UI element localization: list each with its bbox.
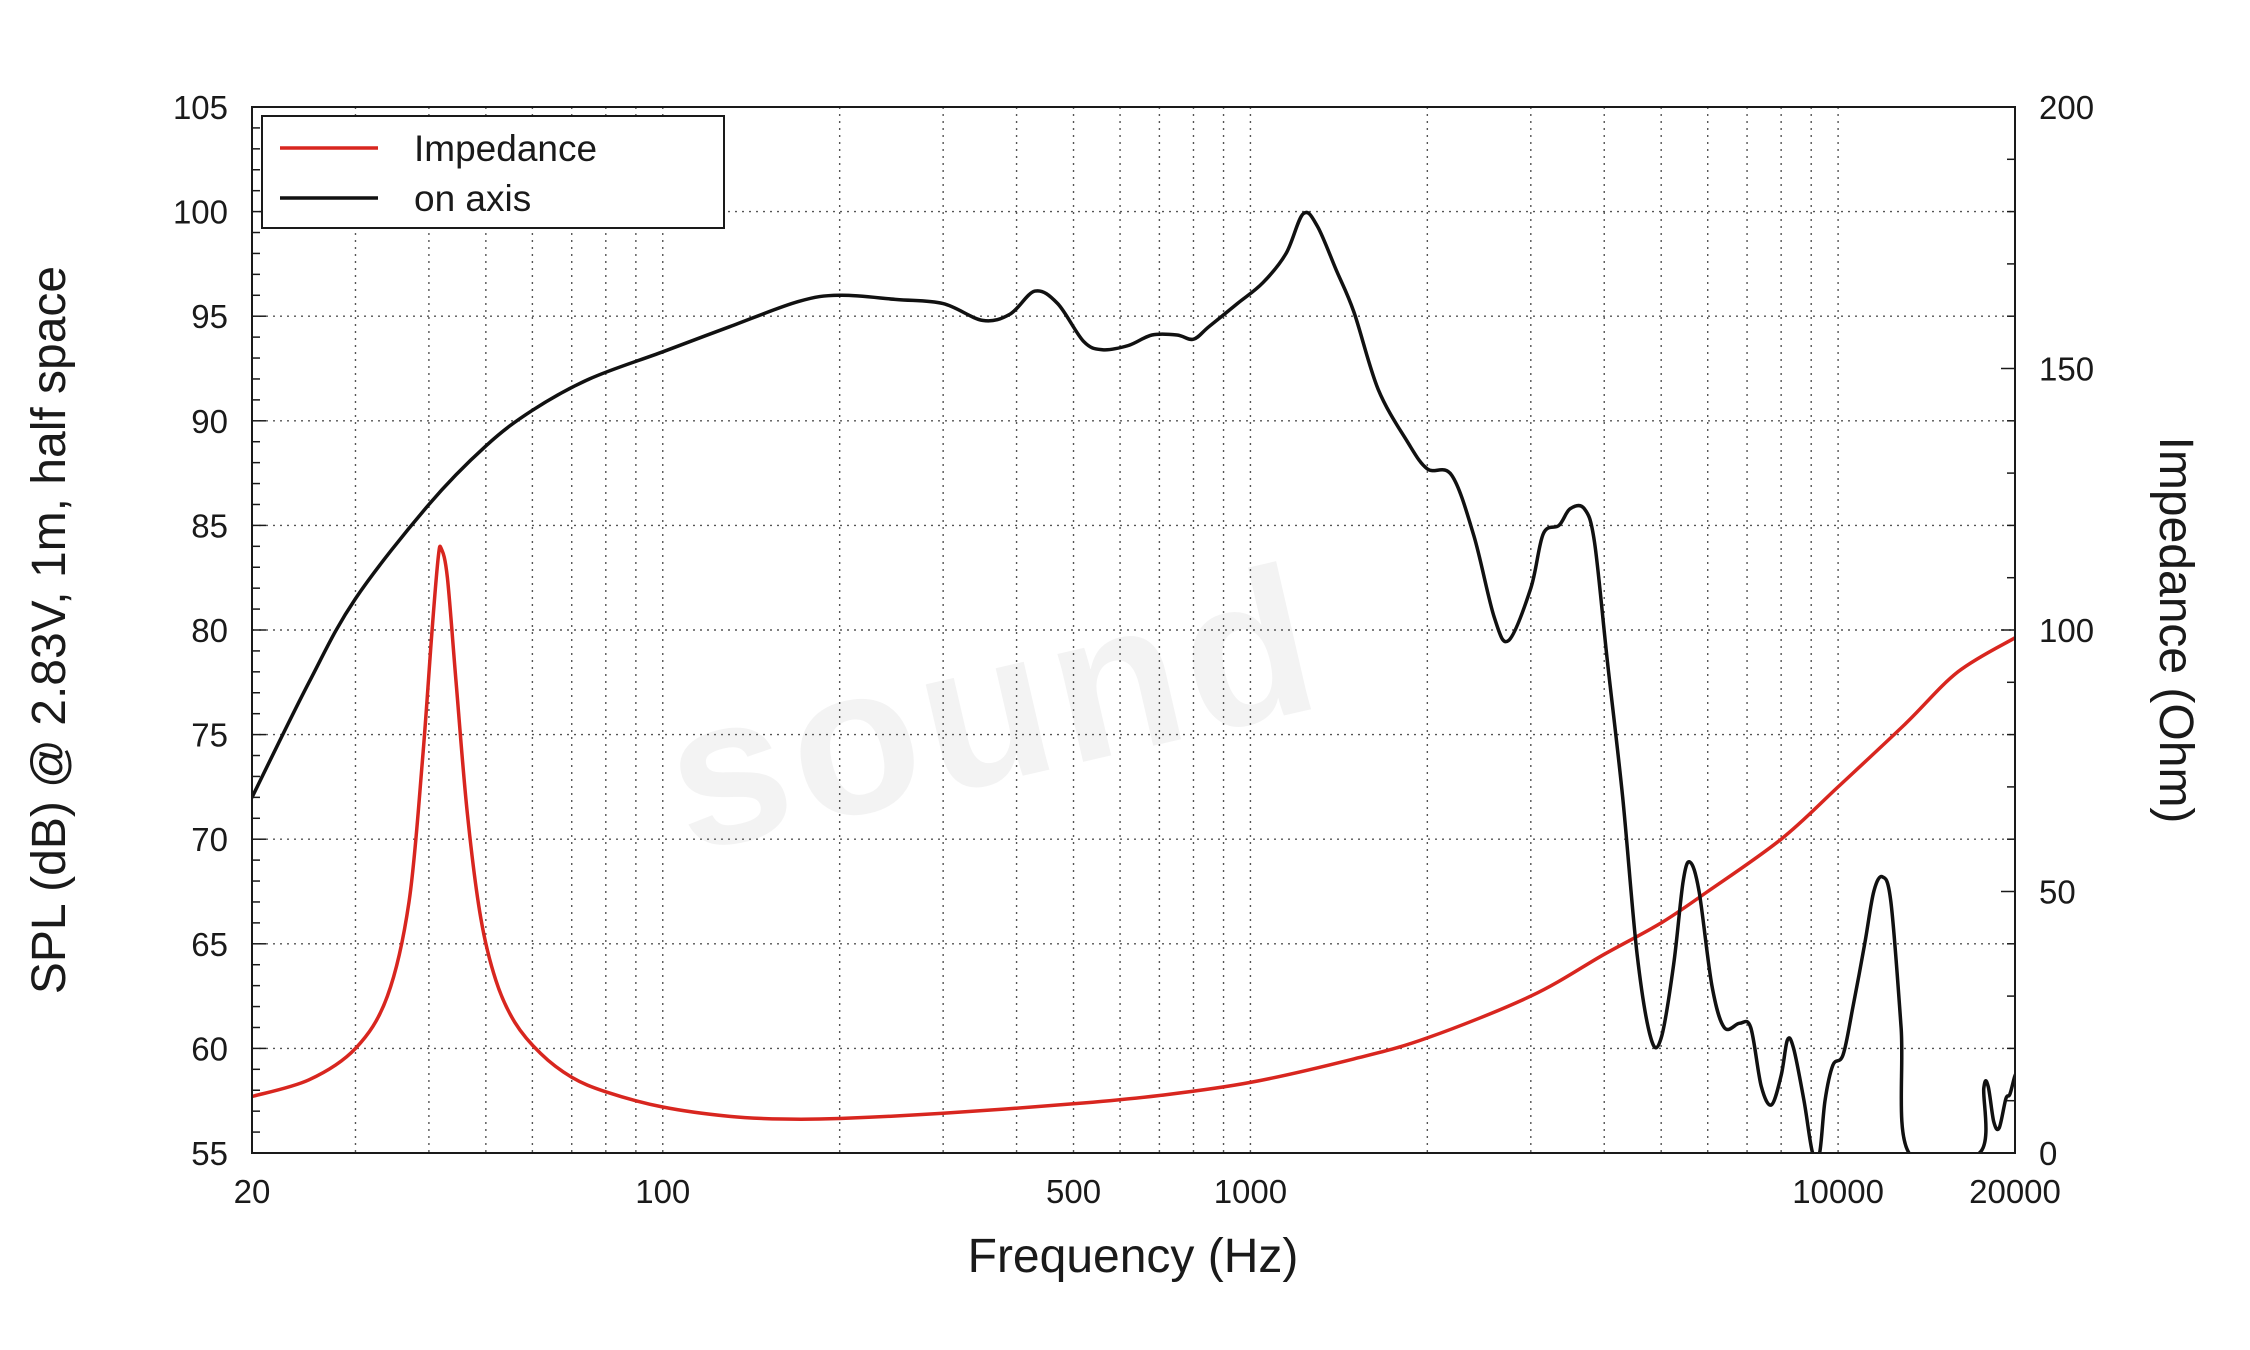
x-tick-label: 1000 (1214, 1173, 1287, 1210)
y-tick-label: 80 (191, 612, 228, 649)
x-tick-label: 20000 (1969, 1173, 2061, 1210)
watermark-logo-text: sound (645, 520, 1341, 897)
data-curves (252, 210, 2015, 1153)
y-tick-label: 65 (191, 926, 228, 963)
y-tick-label: 90 (191, 403, 228, 440)
y-tick-label: 60 (191, 1030, 228, 1067)
x-tick-label: 20 (234, 1173, 271, 1210)
y-tick-label: 70 (191, 821, 228, 858)
y-tick-label: 55 (191, 1135, 228, 1172)
y2-tick-label: 200 (2039, 89, 2094, 126)
y2-tick-label: 0 (2039, 1135, 2057, 1172)
legend-label-on-axis: on axis (414, 178, 531, 219)
minor-tick-marks (252, 106, 2015, 1154)
x-axis-title: Frequency (Hz) (968, 1230, 1299, 1283)
x-tick-label: 500 (1046, 1173, 1101, 1210)
legend-box (261, 115, 725, 229)
y-tick-label: 100 (173, 194, 228, 231)
y2-tick-label: 50 (2039, 874, 2076, 911)
legend: Impedance on axis (261, 115, 725, 229)
y2-tick-label: 100 (2039, 612, 2094, 649)
tick-labels: 20 100 500 1000 10000 20000556065707580859095… (173, 89, 2094, 1210)
x-tick-label: 100 (635, 1173, 690, 1210)
y-tick-label: 105 (173, 89, 228, 126)
y2-tick-label: 150 (2039, 351, 2094, 388)
series-line-on-axis (252, 210, 2015, 1153)
y-axis-title: SPL (dB) @ 2.83V, 1m, half space (23, 266, 76, 994)
y-tick-label: 75 (191, 717, 228, 754)
y-tick-label: 95 (191, 298, 228, 335)
legend-label-impedance: Impedance (414, 128, 597, 169)
series-line-impedance (252, 544, 2015, 1122)
y-tick-label: 85 (191, 507, 228, 544)
y2-axis-title: Impedance (Ohm) (2149, 437, 2202, 824)
x-tick-label: 10000 (1792, 1173, 1884, 1210)
